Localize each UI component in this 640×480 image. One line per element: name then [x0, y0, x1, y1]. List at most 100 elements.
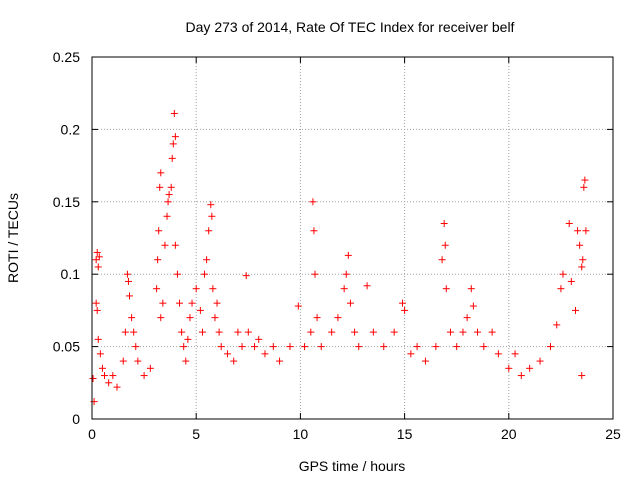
- data-point: [128, 314, 135, 321]
- data-point: [505, 365, 512, 372]
- data-point: [581, 177, 588, 184]
- data-point: [318, 343, 325, 350]
- data-point: [526, 365, 533, 372]
- data-point: [156, 184, 163, 191]
- data-point: [132, 343, 139, 350]
- y-tick-labels: 0 0.05 0.1 0.15 0.2 0.25: [53, 49, 80, 427]
- data-point: [568, 278, 575, 285]
- data-point: [464, 314, 471, 321]
- data-point: [176, 300, 183, 307]
- data-point: [432, 343, 439, 350]
- data-point: [578, 372, 585, 379]
- data-point: [474, 329, 481, 336]
- data-point: [214, 300, 221, 307]
- data-point: [459, 329, 466, 336]
- data-point: [364, 282, 371, 289]
- data-point: [122, 329, 129, 336]
- data-point: [93, 300, 100, 307]
- data-point: [380, 343, 387, 350]
- x-tick-label: 5: [192, 426, 200, 442]
- data-point: [170, 140, 177, 147]
- data-point: [90, 375, 97, 382]
- data-point: [314, 314, 321, 321]
- y-tick-label: 0.05: [53, 339, 80, 355]
- data-point: [559, 271, 566, 278]
- data-point: [97, 350, 104, 357]
- x-tick-label: 25: [605, 426, 621, 442]
- data-point: [489, 329, 496, 336]
- data-point: [209, 285, 216, 292]
- data-point: [211, 314, 218, 321]
- data-point: [186, 314, 193, 321]
- x-tick-label: 20: [501, 426, 517, 442]
- x-tick-label: 0: [88, 426, 96, 442]
- data-point: [197, 307, 204, 314]
- data-point: [578, 263, 585, 270]
- plot-frame: [92, 57, 613, 419]
- data-point: [453, 343, 460, 350]
- data-point: [203, 256, 210, 263]
- grid-lines: [92, 57, 613, 419]
- data-point: [576, 242, 583, 249]
- data-point: [166, 191, 173, 198]
- data-point: [180, 343, 187, 350]
- axis-ticks: [92, 57, 613, 419]
- data-point: [94, 307, 101, 314]
- data-point: [155, 227, 162, 234]
- data-point: [582, 227, 589, 234]
- chart-title: Day 273 of 2014, Rate Of TEC Index for r…: [186, 19, 515, 35]
- data-point: [470, 303, 477, 310]
- data-point: [442, 242, 449, 249]
- y-tick-label: 0: [72, 411, 80, 427]
- data-point: [255, 336, 262, 343]
- data-point: [159, 300, 166, 307]
- data-point: [125, 278, 132, 285]
- data-point: [234, 329, 241, 336]
- y-tick-label: 0.15: [53, 194, 80, 210]
- data-point: [154, 256, 161, 263]
- data-point: [172, 133, 179, 140]
- data-point: [443, 285, 450, 292]
- data-point: [307, 329, 314, 336]
- data-point: [512, 350, 519, 357]
- data-point: [218, 343, 225, 350]
- roti-chart: Day 273 of 2014, Rate Of TEC Index for r…: [0, 0, 640, 480]
- data-point: [414, 343, 421, 350]
- data-point: [301, 343, 308, 350]
- data-point: [441, 220, 448, 227]
- data-point: [468, 285, 475, 292]
- data-point: [171, 110, 178, 117]
- data-point: [153, 285, 160, 292]
- data-point: [447, 329, 454, 336]
- data-point: [178, 329, 185, 336]
- x-axis-label: GPS time / hours: [299, 458, 406, 474]
- data-point: [566, 220, 573, 227]
- data-point: [205, 227, 212, 234]
- data-point: [422, 358, 429, 365]
- y-axis-label: ROTI / TECUs: [5, 193, 21, 283]
- data-point: [101, 372, 108, 379]
- data-point: [224, 350, 231, 357]
- data-point: [370, 329, 377, 336]
- data-point: [480, 343, 487, 350]
- data-point: [120, 358, 127, 365]
- data-point: [537, 358, 544, 365]
- data-point: [547, 343, 554, 350]
- y-tick-label: 0.25: [53, 49, 80, 65]
- y-tick-label: 0.1: [61, 266, 81, 282]
- data-point: [401, 307, 408, 314]
- data-point: [439, 256, 446, 263]
- data-point: [230, 358, 237, 365]
- data-point: [574, 227, 581, 234]
- data-point: [172, 242, 179, 249]
- data-point: [130, 329, 137, 336]
- data-point: [169, 155, 176, 162]
- data-point: [126, 292, 133, 299]
- data-point: [161, 242, 168, 249]
- data-point: [243, 272, 250, 279]
- data-point: [407, 350, 414, 357]
- data-points: [90, 110, 590, 405]
- data-point: [310, 227, 317, 234]
- data-point: [351, 329, 358, 336]
- data-point: [245, 329, 252, 336]
